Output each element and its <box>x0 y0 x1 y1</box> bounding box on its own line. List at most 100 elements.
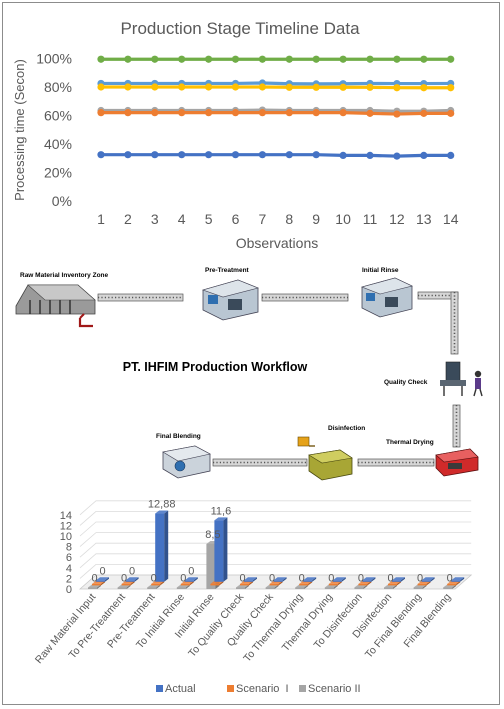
bar-top-face <box>362 577 376 581</box>
bar-side-face <box>460 577 465 582</box>
line-point <box>339 151 347 159</box>
bar-y-tick-label: 10 <box>60 531 72 543</box>
line-x-tick-label: 10 <box>335 211 351 227</box>
bar-front-face <box>236 587 245 589</box>
line-point <box>339 109 347 117</box>
bar-front-face <box>265 587 275 589</box>
line-x-tick-label: 9 <box>312 211 320 227</box>
bar-front-face <box>303 580 313 582</box>
bar-0-3 <box>184 577 198 582</box>
bar-data-label: 0 <box>417 573 423 585</box>
bar-y-tick-label: 4 <box>66 563 72 575</box>
bar-front-face <box>244 580 253 582</box>
workflow-title: PT. IHFIM Production Workflow <box>123 360 308 374</box>
line-point <box>366 109 374 117</box>
line-point <box>231 83 240 91</box>
bar-gridline <box>79 510 472 526</box>
line-point <box>258 109 266 117</box>
line-point <box>366 83 374 91</box>
bar-front-face <box>184 580 194 582</box>
bar-0-0 <box>96 577 109 582</box>
bar-front-face <box>324 587 334 589</box>
bar-front-face <box>147 587 157 589</box>
bar-side-face <box>105 577 109 582</box>
bar-top-face <box>421 577 435 581</box>
bar-side-face <box>97 584 101 589</box>
bar-front-face <box>392 580 401 582</box>
legend-label-actual: Actual <box>165 683 196 695</box>
line-point <box>231 55 240 63</box>
conveyor-quality-to-drying <box>452 404 461 448</box>
bar-front-face <box>117 587 127 589</box>
line-point <box>205 109 213 117</box>
line-point <box>285 83 293 91</box>
bar-0-5 <box>244 577 257 582</box>
bar-front-face <box>88 587 97 589</box>
bar-side-face <box>134 577 139 582</box>
bar-side-face <box>452 584 457 589</box>
line-point <box>151 109 159 117</box>
line-point <box>420 151 428 159</box>
legend-swatch-scenario-2 <box>299 685 306 692</box>
station-label-quality-check: Quality Check <box>384 379 428 386</box>
bar-side-face <box>278 580 283 586</box>
bar-front-face <box>240 583 249 586</box>
bar-data-label: 0 <box>121 573 127 585</box>
bar-front-face <box>417 583 427 586</box>
bar-0-9 <box>362 577 376 582</box>
line-point <box>178 55 186 63</box>
bar-side-face <box>189 580 194 586</box>
bar-0-10 <box>392 577 405 582</box>
line-point <box>258 83 266 91</box>
bar-top-face <box>125 577 139 581</box>
bar-y-tick-label: 0 <box>66 584 72 596</box>
line-point <box>447 55 455 63</box>
bar-data-label: 11,6 <box>211 505 232 517</box>
raw-material-warehouse-icon <box>15 284 96 328</box>
line-point <box>231 109 240 117</box>
line-point <box>205 55 213 63</box>
bar-side-face <box>367 580 372 586</box>
bar-side-face <box>249 580 253 586</box>
bar-side-face <box>193 577 198 582</box>
bar-side-face <box>371 577 376 582</box>
line-chart-x-ticks: 1 2 3 4 5 6 7 8 9 10 11 12 13 14 <box>97 211 459 227</box>
line-y-tick-label: 20% <box>44 165 72 181</box>
line-point <box>447 84 455 92</box>
line-point <box>258 55 266 63</box>
bar-0-12 <box>451 577 465 582</box>
line-y-tick-label: 60% <box>44 108 72 124</box>
bar-data-label: 0 <box>151 573 157 585</box>
bar-side-face <box>393 584 397 589</box>
line-point <box>420 84 428 92</box>
line-point <box>393 84 401 92</box>
line-point <box>339 55 347 63</box>
bar-0-1 <box>125 577 139 582</box>
bar-top-face <box>244 577 257 581</box>
line-point <box>393 55 401 63</box>
bar-side-face <box>304 584 309 589</box>
bar-0-11 <box>421 577 435 582</box>
bar-front-face <box>299 583 309 586</box>
bar-front-face <box>354 587 364 589</box>
bar-front-face <box>358 583 368 586</box>
bar-data-label: 0 <box>447 573 453 585</box>
bar-data-label: 8,5 <box>205 529 220 541</box>
legend-label-scenario-1: Scenario I <box>236 683 289 695</box>
line-point <box>420 109 428 117</box>
line-point <box>205 83 213 91</box>
line-point <box>151 83 159 91</box>
bar-side-face <box>253 577 257 582</box>
bar-side-face <box>101 580 105 586</box>
bar-front-face <box>362 580 372 582</box>
line-x-tick-label: 2 <box>124 211 132 227</box>
line-chart-y-axis-label: Processing time (Secon) <box>12 59 27 201</box>
bar-side-face <box>308 580 313 586</box>
bar-data-label: 0 <box>358 573 364 585</box>
bar-gridline <box>79 532 472 547</box>
bar-top-face <box>214 517 228 521</box>
station-label-initial-rinse: Initial Rinse <box>362 267 399 274</box>
bar-data-label: 0 <box>328 573 334 585</box>
